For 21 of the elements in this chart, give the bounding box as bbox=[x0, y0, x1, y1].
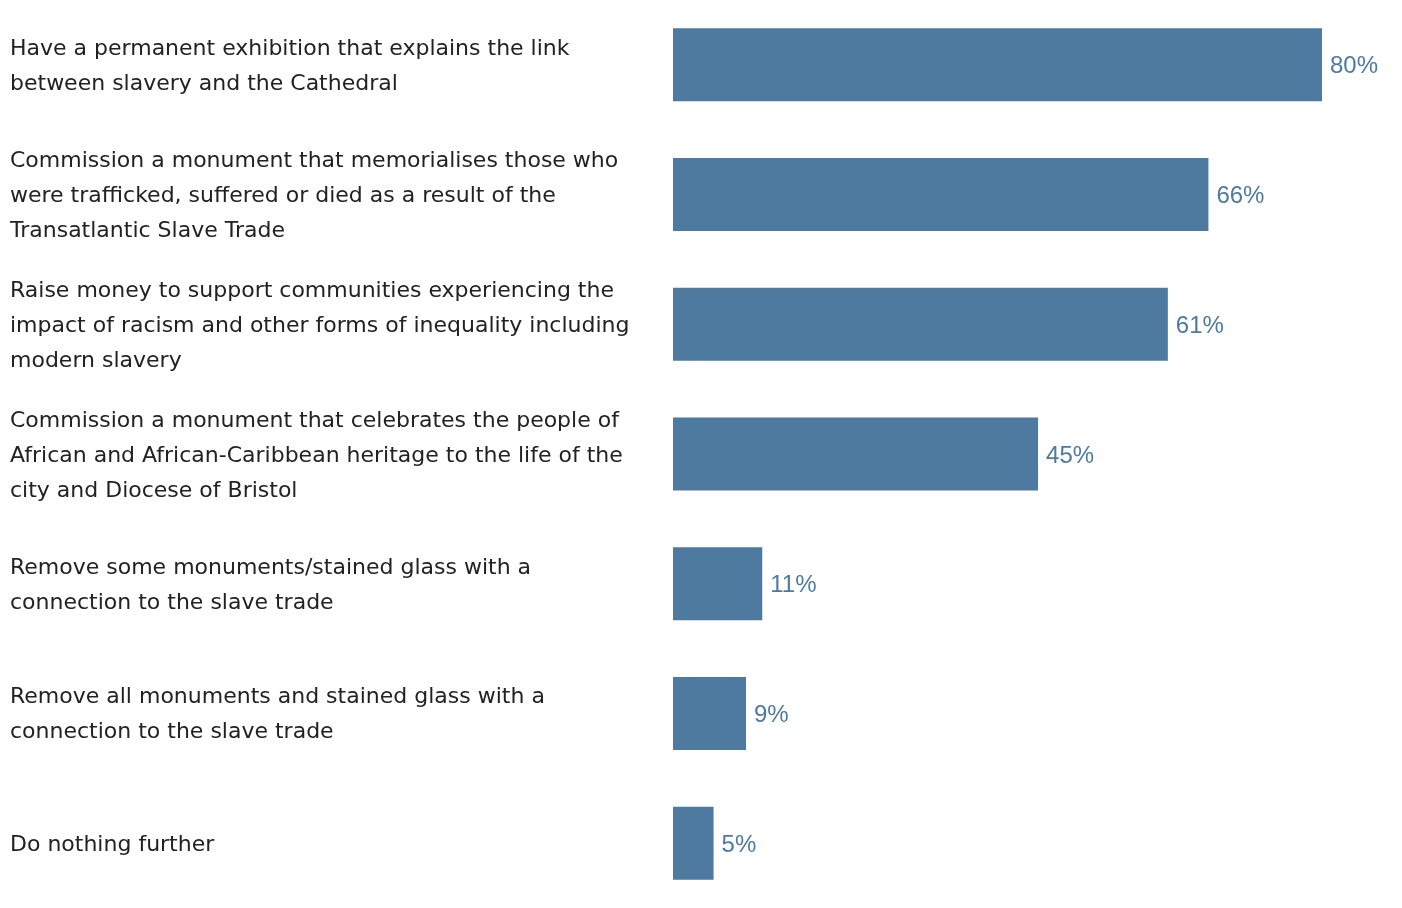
bar bbox=[673, 547, 763, 621]
data-label: 61% bbox=[1175, 310, 1224, 338]
data-label: 66% bbox=[1216, 181, 1265, 209]
y-tick-label: Raise money to support communities experiencing the impact of racism and other forms of inequality including modern slavery bbox=[10, 276, 637, 372]
y-tick-label: Remove some monuments/stained glass with a connection to the slave trade bbox=[10, 553, 539, 614]
y-tick-label: Do nothing further bbox=[10, 830, 216, 856]
bar bbox=[673, 158, 1209, 232]
data-label: 9% bbox=[754, 699, 789, 727]
y-tick-label: Commission a monument that celebrates the people of African and African-Caribbean heritage to the life of the city and Diocese of Bristol bbox=[10, 406, 630, 502]
y-tick-label: Commission a monument that memorialises those who were trafficked, suffered or died as a result of the Transatlantic Slave Trade bbox=[9, 147, 626, 243]
data-label: 11% bbox=[770, 570, 817, 598]
bar bbox=[673, 676, 747, 750]
data-label: 45% bbox=[1046, 440, 1095, 468]
bar bbox=[673, 806, 714, 880]
bar bbox=[673, 417, 1039, 491]
data-label: 5% bbox=[721, 829, 757, 857]
y-tick-label: Remove all monuments and stained glass with a connection to the slave trade bbox=[10, 683, 552, 744]
y-tick-label: Have a permanent exhibition that explains the link between slavery and the Cathedral bbox=[10, 34, 577, 95]
data-label: 80% bbox=[1330, 51, 1379, 79]
bar bbox=[673, 287, 1168, 361]
bar bbox=[673, 28, 1322, 102]
